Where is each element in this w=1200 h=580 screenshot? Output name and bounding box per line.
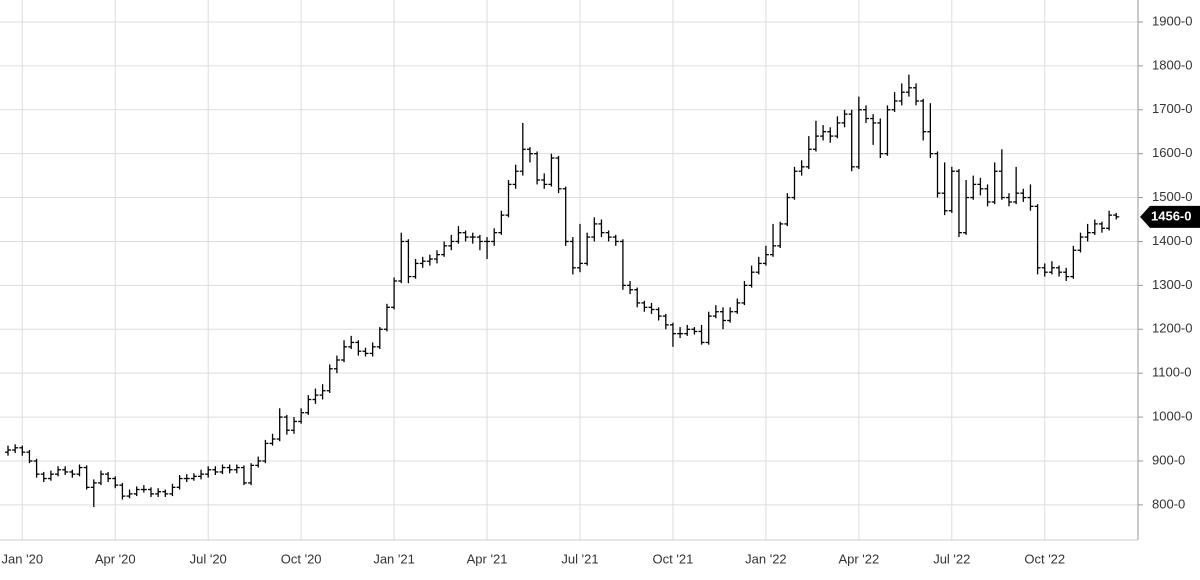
y-tick-label: 1300-0 [1152, 277, 1192, 292]
x-tick-label: Jul '20 [190, 551, 227, 566]
x-tick-label: Jan '22 [745, 551, 787, 566]
x-tick-label: Jan '21 [373, 551, 415, 566]
y-tick-label: 800-0 [1152, 496, 1185, 511]
y-tick-label: 1100-0 [1152, 365, 1192, 380]
y-tick-label: 1400-0 [1152, 233, 1192, 248]
y-tick-label: 1900-0 [1152, 13, 1192, 28]
x-tick-label: Jan '20 [2, 551, 44, 566]
x-tick-label: Apr '21 [467, 551, 508, 566]
y-tick-label: 1600-0 [1152, 145, 1192, 160]
x-tick-label: Oct '21 [653, 551, 694, 566]
y-tick-label: 1000-0 [1152, 409, 1192, 424]
x-tick-label: Oct '22 [1024, 551, 1065, 566]
x-tick-label: Apr '22 [838, 551, 879, 566]
y-tick-label: 1500-0 [1152, 189, 1192, 204]
x-tick-label: Apr '20 [95, 551, 136, 566]
y-tick-label: 900-0 [1152, 452, 1185, 467]
x-tick-label: Oct '20 [281, 551, 322, 566]
y-tick-label: 1200-0 [1152, 321, 1192, 336]
x-tick-label: Jul '22 [933, 551, 970, 566]
y-tick-label: 1700-0 [1152, 101, 1192, 116]
last-price-label: 1456-0 [1151, 208, 1191, 223]
x-tick-label: Jul '21 [561, 551, 598, 566]
plot-area [0, 0, 1138, 540]
y-tick-label: 1800-0 [1152, 57, 1192, 72]
last-price-tag [1140, 205, 1200, 228]
